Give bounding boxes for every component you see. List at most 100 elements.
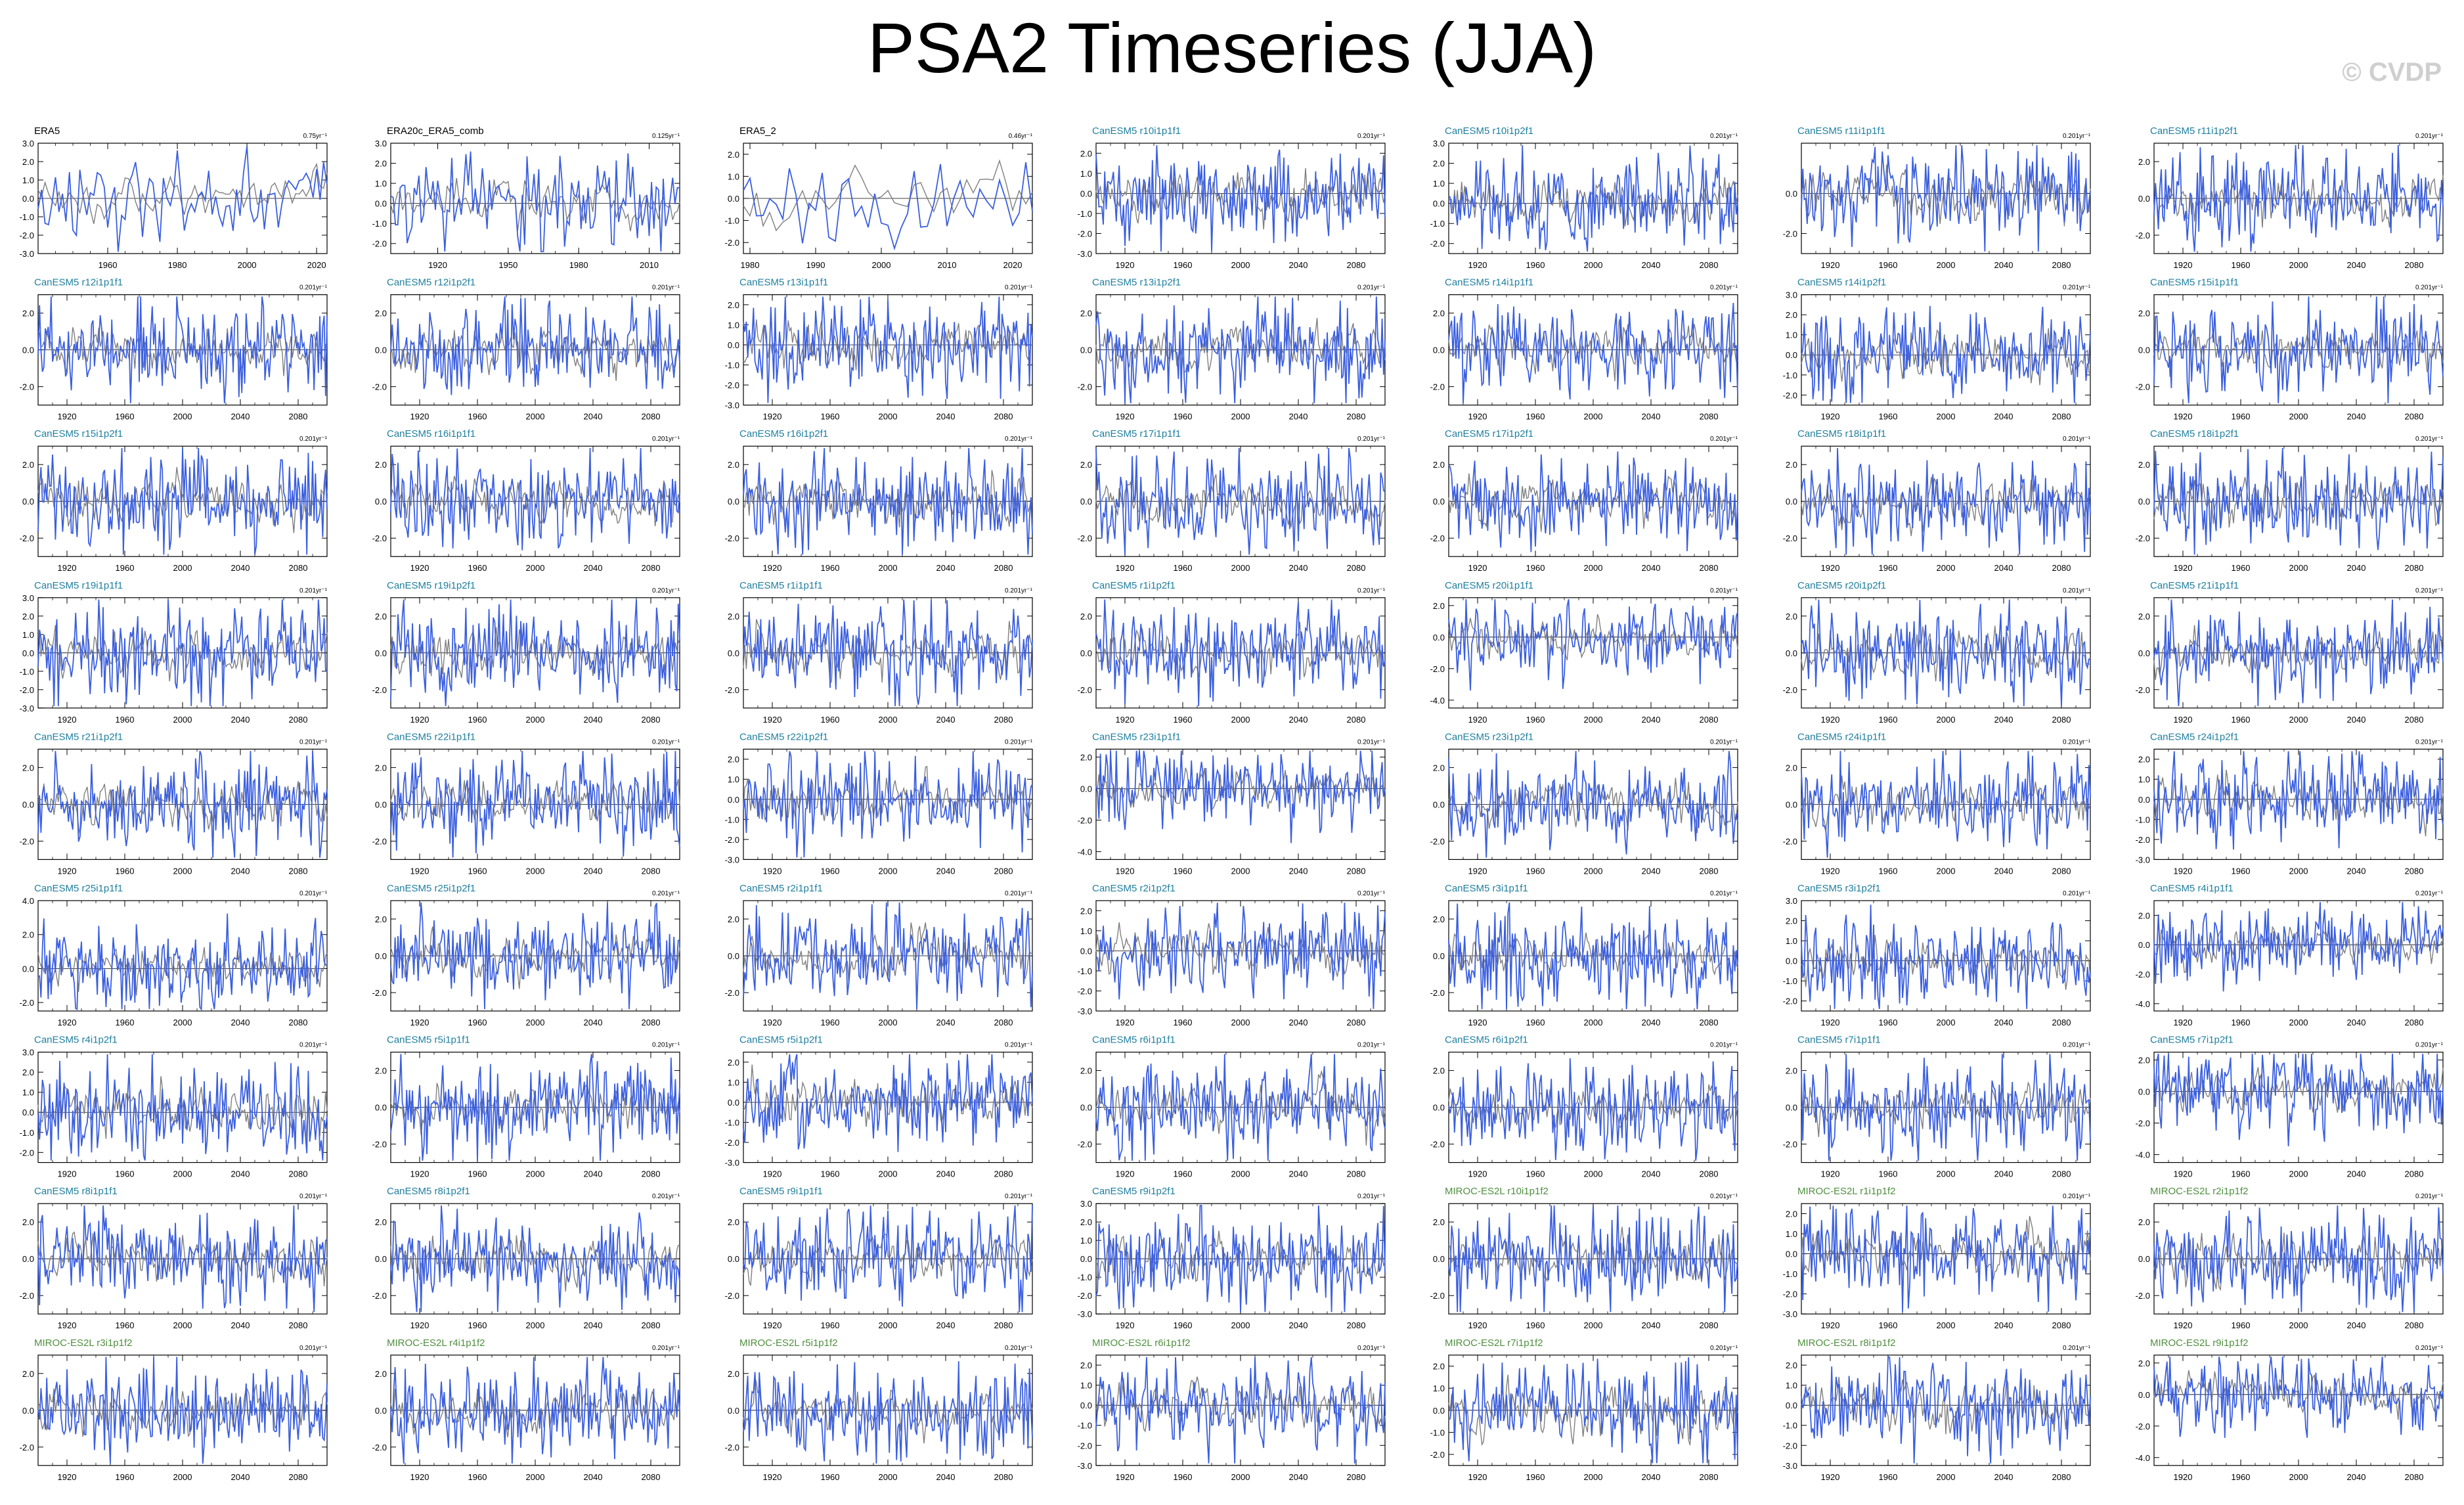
panel-trend-label: 0.201yr⁻¹ [1357,890,1386,897]
y-tick-label: -1.0 [20,667,34,677]
x-tick-label: 1960 [821,412,840,422]
y-tick-label: 0.0 [22,497,34,506]
psa2-series-line [37,296,328,403]
x-tick-label: 2080 [642,1018,661,1027]
panel-title: CanESM5 r17i1p1f1 [1092,428,1181,439]
x-tick-label: 2040 [584,866,603,876]
y-tick-label: 0.0 [1786,956,1797,966]
y-tick-label: 3.0 [1433,139,1445,148]
y-tick-label: 0.0 [375,799,387,809]
y-tick-label: 0.0 [375,648,387,658]
x-tick-label: 1920 [1821,1169,1840,1179]
y-tick-label: 1.0 [1080,926,1092,936]
reference-series-line [1801,1377,2091,1435]
panel-trend-label: 0.201yr⁻¹ [652,436,680,443]
x-tick-label: 1960 [2232,1320,2251,1330]
x-tick-label: 1960 [1879,412,1898,422]
x-tick-label: 2080 [642,1320,661,1330]
timeseries-panel: CanESM5 r7i1p1f1 0.201yr⁻¹ -2.0 0.0 2.0 1920 1… [1783,1035,2091,1179]
y-tick-label: -1.0 [20,212,34,222]
x-tick-label: 2080 [1347,412,1366,422]
x-tick-label: 1920 [1468,866,1487,876]
psa2-series-line [1448,751,1738,858]
panel-trend-label: 0.201yr⁻¹ [1357,587,1386,595]
x-tick-label: 1920 [410,1320,429,1330]
timeseries-panel: CanESM5 r11i1p2f1 0.201yr⁻¹ -2.0 0.0 2.0 1920… [2136,125,2444,270]
panel-trend-label: 0.201yr⁻¹ [2063,1042,2091,1049]
y-tick-label: 2.0 [1080,148,1092,158]
psa2-series-line [743,902,1033,1010]
y-tick-label: 0.0 [728,1254,739,1264]
x-tick-label: 1980 [741,260,760,270]
panel-title: CanESM5 r11i1p2f1 [2150,125,2238,137]
y-tick-label: -3.0 [1078,1309,1092,1319]
y-tick-label: 2.0 [728,1369,739,1379]
psa2-series-line [37,447,328,555]
x-tick-label: 1920 [763,1472,782,1482]
x-tick-label: 2040 [1994,715,2013,725]
timeseries-panel: CanESM5 r6i1p2f1 0.201yr⁻¹ -2.0 0.0 2.0 1920 1… [1430,1035,1738,1179]
timeseries-panel: CanESM5 r19i1p2f1 0.201yr⁻¹ -2.0 0.0 2.0 1920… [372,580,680,725]
y-tick-label: 2.0 [2138,910,2150,920]
panel-trend-label: 0.201yr⁻¹ [1710,284,1738,292]
y-tick-label: -2.0 [1783,836,1797,846]
y-tick-label: 2.0 [1080,1360,1092,1370]
y-tick-label: 2.0 [728,300,739,310]
y-tick-label: -1.0 [1430,219,1445,229]
y-tick-label: 0.0 [1080,346,1092,355]
x-tick-label: 2080 [1347,1472,1366,1482]
psa2-series-line [1095,1205,1386,1313]
timeseries-panel: CanESM5 r9i1p1f1 0.201yr⁻¹ -2.0 0.0 2.0 1920 1… [725,1186,1033,1330]
psa2-series-line [1448,902,1738,1010]
y-tick-label: 0.0 [1786,189,1797,198]
y-tick-label: -4.0 [2136,1453,2150,1463]
timeseries-panel: CanESM5 r15i1p1f1 0.201yr⁻¹ -2.0 0.0 2.0 1920… [2136,277,2444,422]
panel-trend-label: 0.201yr⁻¹ [1710,587,1738,595]
y-tick-label: -2.0 [20,836,34,846]
x-tick-label: 2040 [231,1320,250,1330]
x-tick-label: 2080 [289,563,308,573]
timeseries-panel: CanESM5 r10i1p2f1 0.201yr⁻¹ -2.0 -1.0 0.0 1.0… [1430,125,1738,270]
x-tick-label: 1920 [58,1018,77,1027]
x-tick-label: 2080 [1347,563,1366,573]
panel-trend-label: 0.201yr⁻¹ [299,587,328,595]
x-tick-label: 2040 [1642,1472,1661,1482]
y-tick-label: 0.0 [728,497,739,506]
y-tick-label: -2.0 [1783,533,1797,543]
y-tick-label: -4.0 [1430,696,1445,706]
y-tick-label: -2.0 [20,685,34,695]
x-tick-label: 2000 [1584,1169,1603,1179]
x-tick-label: 2040 [936,1320,956,1330]
timeseries-panel: CanESM5 r25i1p2f1 0.201yr⁻¹ -2.0 0.0 2.0 1920… [372,883,680,1027]
x-tick-label: 2040 [1994,260,2013,270]
y-tick-label: -2.0 [1078,685,1092,695]
panel-trend-label: 0.201yr⁻¹ [1357,738,1386,746]
x-tick-label: 2040 [1642,412,1661,422]
y-tick-label: 2.0 [2138,157,2150,167]
x-tick-label: 2080 [994,412,1013,422]
y-tick-label: -1.0 [1783,976,1797,986]
reference-series-line [37,327,328,376]
x-tick-label: 1960 [468,866,487,876]
x-tick-label: 2000 [2289,1169,2308,1179]
x-tick-label: 2000 [2289,412,2308,422]
psa2-series-line [1095,145,1386,252]
x-tick-label: 1920 [1468,1018,1487,1027]
x-tick-label: 1920 [1821,1320,1840,1330]
timeseries-panel: MIROC-ES2L r5i1p1f2 0.201yr⁻¹ -2.0 0.0 2.0 19… [725,1337,1033,1482]
x-tick-label: 1920 [763,1169,782,1179]
y-tick-label: -2.0 [372,1443,387,1452]
psa2-series-line [1095,447,1386,555]
psa2-series-line [1095,599,1386,707]
x-tick-label: 1920 [1821,866,1840,876]
x-tick-label: 1960 [1526,1169,1545,1179]
panel-title: CanESM5 r20i1p1f1 [1445,580,1533,591]
x-tick-label: 2040 [936,412,956,422]
x-tick-label: 1920 [1468,260,1487,270]
x-tick-label: 2000 [173,412,192,422]
x-tick-label: 2000 [2289,563,2308,573]
x-tick-label: 2040 [2347,563,2366,573]
panel-trend-label: 0.201yr⁻¹ [1357,284,1386,292]
psa2-series-line [2153,1053,2444,1146]
x-tick-label: 2080 [642,412,661,422]
